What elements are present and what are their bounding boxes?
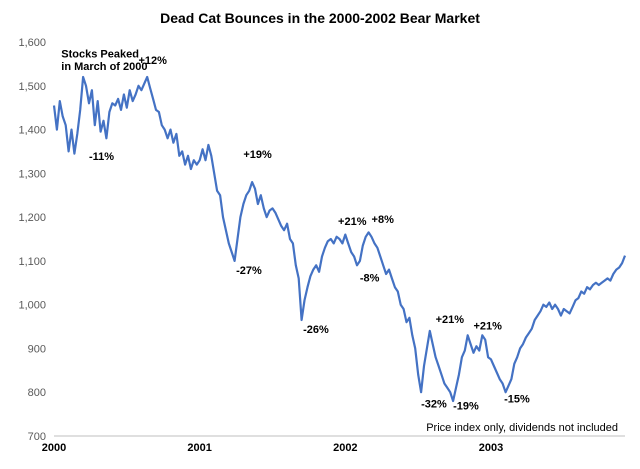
y-tick-label: 1,200 — [18, 212, 46, 224]
y-tick-label: 1,500 — [18, 81, 46, 93]
y-tick-label: 1,600 — [18, 37, 46, 49]
x-tick-label: 2003 — [479, 442, 503, 454]
annotation-label: Stocks Peaked — [61, 48, 139, 60]
footnote: Price index only, dividends not included — [426, 422, 618, 434]
annotation-label: -15% — [504, 393, 530, 405]
annotation-label: +21% — [474, 321, 503, 333]
y-tick-label: 1,000 — [18, 300, 46, 312]
chart-title: Dead Cat Bounces in the 2000-2002 Bear M… — [160, 10, 480, 26]
annotation-label: -19% — [453, 401, 479, 413]
y-tick-label: 700 — [28, 431, 46, 443]
annotation-label: +12% — [138, 55, 167, 67]
x-tick-label: 2002 — [333, 442, 357, 454]
annotation-label: in March of 2000 — [61, 61, 147, 73]
annotation-label: -26% — [303, 324, 329, 336]
y-tick-label: 900 — [28, 343, 46, 355]
annotation-label: +21% — [338, 216, 367, 228]
y-tick-label: 1,300 — [18, 168, 46, 180]
annotation-label: +19% — [243, 149, 272, 161]
series-line — [52, 75, 627, 403]
annotation-label: -8% — [360, 272, 380, 284]
annotation-label: -11% — [89, 151, 114, 163]
x-tick-label: 2000 — [42, 442, 66, 454]
annotation-label: -32% — [421, 399, 447, 411]
x-tick-label: 2001 — [187, 442, 211, 454]
annotation-label: +8% — [372, 214, 395, 226]
y-tick-label: 1,400 — [18, 125, 46, 137]
x-axis-ticks: 2000 2001 2002 2003 — [42, 442, 503, 454]
y-tick-label: 800 — [28, 387, 46, 399]
annotation-label: +21% — [436, 314, 465, 326]
annotation-label: -27% — [236, 265, 262, 277]
y-axis-ticks: 700 800 900 1,000 1,100 1,200 1,300 1,400 1,500 1… — [18, 37, 46, 443]
y-tick-label: 1,100 — [18, 256, 46, 268]
